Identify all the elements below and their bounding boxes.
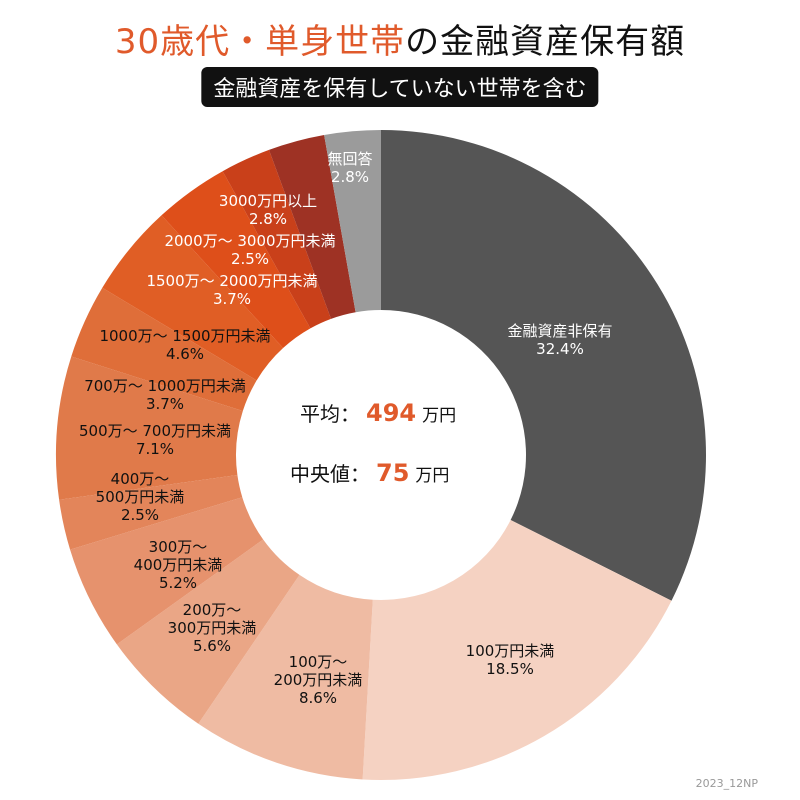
donut-slice	[362, 520, 672, 781]
chart-title: 30歳代・単身世帯の金融資産保有額	[0, 14, 800, 63]
slice-value: 32.4%	[536, 340, 584, 358]
slice-category: 200万～ 300万円未満	[167, 601, 257, 637]
slice-label: 3000万円以上 2.8%	[219, 192, 317, 228]
donut-slice	[116, 539, 300, 724]
slice-category: 無回答	[327, 150, 373, 168]
donut-slice	[102, 215, 284, 381]
donut-slice	[56, 356, 243, 500]
slice-value: 3.7%	[212, 290, 252, 308]
median-unit: 万円	[415, 466, 450, 486]
slice-category: 1500万～ 2000万円未満	[146, 272, 318, 290]
slice-label: 無回答 2.8%	[327, 150, 372, 186]
median-readout: 中央値： 75 万円	[290, 458, 449, 487]
median-value: 75	[376, 459, 410, 487]
slice-category: 300万～ 400万円未満	[133, 538, 223, 574]
slice-value: 5.6%	[192, 637, 232, 655]
slice-category: 100万～ 200万円未満	[273, 653, 363, 689]
slice-label: 500万～ 700万円未満 7.1%	[79, 422, 231, 458]
slice-value: 2.5%	[120, 506, 160, 524]
slice-value: 2.5%	[230, 250, 270, 268]
slice-value: 7.1%	[135, 440, 175, 458]
mean-value: 494	[366, 399, 417, 427]
median-label: 中央値：	[290, 462, 370, 486]
chart-subtitle: 金融資産を保有していない世帯を含む	[201, 67, 599, 107]
slice-label: 300万～ 400万円未満 5.2%	[134, 538, 223, 592]
slice-category: 1000万～ 1500万円未満	[99, 327, 271, 345]
slice-value: 2.8%	[248, 210, 288, 228]
donut-slice	[268, 135, 356, 319]
mean-label: 平均：	[300, 402, 360, 426]
slice-label: 1500万～ 2000万円未満 3.7%	[146, 272, 317, 308]
donut-slice	[222, 149, 332, 329]
donut-slice	[59, 474, 243, 550]
slice-value: 4.6%	[165, 345, 205, 363]
slice-value: 5.2%	[158, 574, 198, 592]
donut-slice	[70, 497, 264, 645]
slice-category: 100万円未満	[465, 642, 555, 660]
slice-value: 8.6%	[298, 689, 338, 707]
mean-unit: 万円	[422, 406, 457, 426]
credit: 2023_12NP	[695, 777, 758, 790]
mean-readout: 平均： 494 万円	[300, 398, 456, 427]
donut-slice	[71, 287, 257, 412]
title-rest: の金融資産保有額	[405, 22, 686, 62]
slice-label: 金融資産非保有 32.4%	[507, 322, 612, 358]
slice-category: 金融資産非保有	[507, 322, 613, 340]
donut-slice	[198, 574, 373, 780]
donut-slice	[161, 171, 311, 349]
slice-label: 100万円未満 18.5%	[466, 642, 555, 678]
slice-category: 400万～ 500万円未満	[95, 470, 185, 506]
title-highlight: 30歳代・単身世帯	[114, 22, 406, 62]
slice-category: 3000万円以上	[218, 192, 318, 210]
slice-label: 200万～ 300万円未満 5.6%	[168, 601, 257, 655]
slice-label: 400万～ 500万円未満 2.5%	[96, 470, 185, 524]
slice-label: 2000万～ 3000万円未満 2.5%	[164, 232, 335, 268]
donut-slice	[381, 130, 706, 601]
slice-label: 700万～ 1000万円未満 3.7%	[84, 377, 246, 413]
donut-slice	[324, 130, 381, 313]
slice-category: 2000万～ 3000万円未満	[164, 232, 336, 250]
slice-label: 100万～ 200万円未満 8.6%	[274, 653, 363, 707]
slice-category: 500万～ 700万円未満	[78, 422, 232, 440]
slice-category: 700万～ 1000万円未満	[84, 377, 246, 395]
slice-value: 3.7%	[145, 395, 185, 413]
slice-value: 2.8%	[330, 168, 370, 186]
slice-label: 1000万～ 1500万円未満 4.6%	[99, 327, 270, 363]
slice-value: 18.5%	[486, 660, 534, 678]
